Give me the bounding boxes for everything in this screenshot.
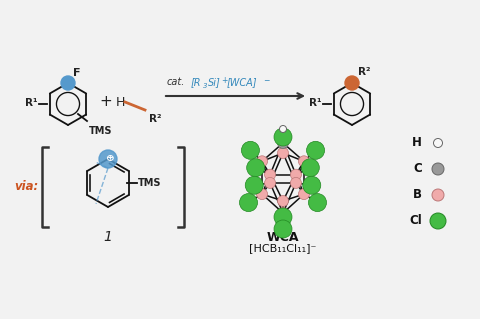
Text: +: + [100,94,112,109]
Circle shape [432,163,444,175]
Text: [R: [R [191,77,202,87]
Circle shape [99,150,117,168]
Text: R²: R² [149,114,161,124]
Text: F: F [73,68,81,78]
Circle shape [240,194,257,211]
Text: R¹: R¹ [309,98,321,108]
Circle shape [307,141,324,159]
Text: TMS: TMS [89,126,112,136]
Text: [HCB₁₁Cl₁₁]⁻: [HCB₁₁Cl₁₁]⁻ [249,243,317,253]
Circle shape [274,208,292,226]
Circle shape [277,207,288,219]
Text: [WCA]: [WCA] [227,77,257,87]
Circle shape [345,76,359,90]
Circle shape [274,220,292,238]
Text: H: H [116,95,125,108]
Circle shape [432,189,444,201]
Circle shape [299,189,310,200]
Circle shape [257,189,267,200]
Text: B: B [413,189,422,202]
Text: WCA: WCA [267,231,299,244]
Text: Cl: Cl [409,214,422,227]
Text: via:: via: [14,181,38,194]
Circle shape [277,196,288,206]
Text: cat.: cat. [167,77,185,87]
Circle shape [279,125,287,132]
Circle shape [277,147,288,159]
Text: Si]: Si] [208,77,221,87]
Text: ⊕: ⊕ [105,153,113,163]
Text: 3: 3 [203,83,207,89]
Circle shape [245,176,263,194]
Circle shape [277,137,288,149]
Text: −: − [263,76,269,85]
Circle shape [257,156,267,167]
Circle shape [301,159,319,177]
Circle shape [290,177,301,189]
Circle shape [299,156,310,167]
Text: +: + [221,76,228,85]
Circle shape [264,169,276,180]
Text: 1: 1 [104,230,112,244]
Text: R¹: R¹ [24,98,37,108]
Text: H: H [412,137,422,150]
Circle shape [247,159,264,177]
Circle shape [274,128,292,146]
Circle shape [309,194,326,211]
Circle shape [241,141,259,159]
Circle shape [61,76,75,90]
Circle shape [433,138,443,147]
Text: C: C [413,162,422,175]
Circle shape [264,177,276,189]
Circle shape [303,176,321,194]
Text: TMS: TMS [138,178,161,188]
Circle shape [290,169,301,180]
Circle shape [430,213,446,229]
Text: R²: R² [358,67,371,77]
